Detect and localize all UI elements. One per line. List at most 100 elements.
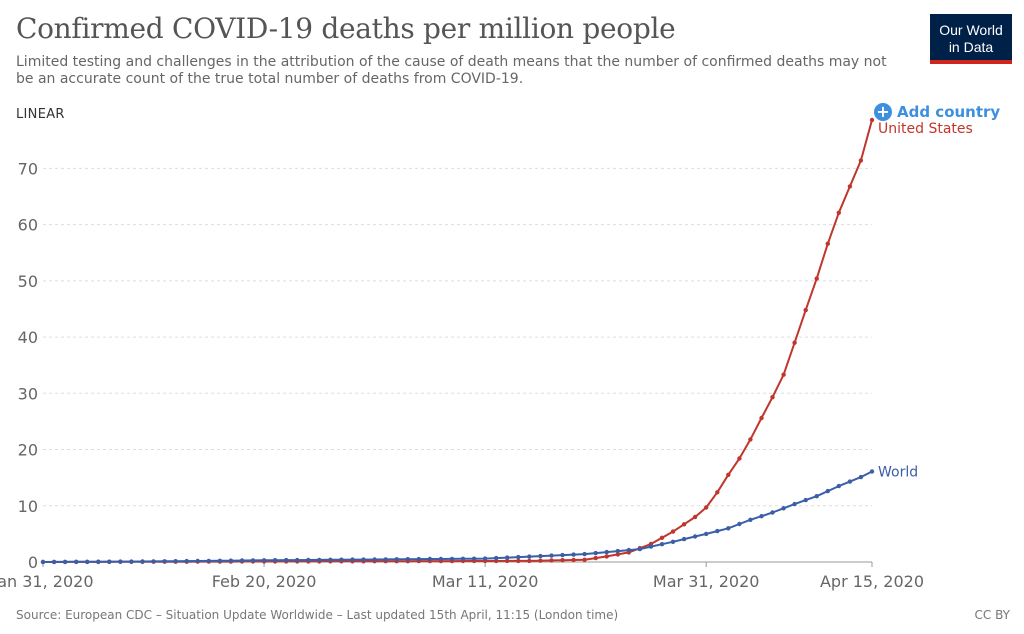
- x-tick-label: Mar 31, 2020: [653, 572, 760, 591]
- owid-logo[interactable]: Our World in Data: [930, 14, 1012, 64]
- data-point: [449, 556, 455, 562]
- data-point: [51, 559, 57, 565]
- data-point: [781, 506, 786, 511]
- data-point: [383, 557, 388, 562]
- footer-license[interactable]: CC BY: [974, 608, 1010, 622]
- data-point: [173, 559, 178, 564]
- data-point: [549, 553, 554, 558]
- x-tick-label: Jan 31, 2020: [0, 572, 94, 591]
- data-point: [284, 557, 289, 563]
- data-point: [681, 522, 687, 527]
- data-point: [847, 184, 853, 189]
- data-point: [516, 554, 521, 560]
- data-point: [118, 559, 123, 564]
- data-point: [759, 415, 764, 421]
- data-point: [781, 372, 786, 377]
- data-point: [637, 546, 643, 552]
- data-point: [648, 544, 654, 549]
- data-point: [836, 210, 841, 215]
- data-point: [571, 552, 576, 557]
- data-point: [482, 556, 488, 561]
- data-point: [96, 559, 101, 564]
- x-tick-label: Feb 20, 2020: [212, 572, 317, 591]
- data-point: [505, 558, 510, 564]
- data-point: [858, 474, 864, 480]
- data-point: [726, 526, 731, 531]
- data-point: [206, 558, 211, 564]
- data-point: [261, 558, 267, 563]
- data-point: [593, 555, 598, 561]
- data-point: [140, 559, 145, 564]
- data-point: [494, 555, 499, 561]
- line-chart: 0 10 20 30 40 50 60 70 Jan 31, 2020 Feb 20, 2020 M…: [0, 117, 973, 591]
- y-tick-label: 50: [18, 272, 38, 291]
- data-point: [681, 536, 687, 542]
- data-point: [228, 558, 234, 563]
- data-point: [759, 514, 764, 519]
- data-point: [560, 552, 565, 558]
- data-point: [659, 535, 665, 540]
- series-line: [43, 119, 873, 563]
- data-point: [306, 557, 311, 563]
- data-point: [162, 559, 167, 564]
- data-point: [869, 469, 875, 474]
- data-point: [427, 556, 433, 562]
- data-point: [670, 529, 676, 534]
- data-point: [836, 483, 841, 489]
- data-point: [85, 559, 90, 564]
- data-point: [239, 558, 245, 563]
- data-point: [803, 307, 808, 313]
- data-point: [527, 558, 532, 564]
- data-point: [704, 505, 709, 510]
- data-point: [372, 557, 377, 562]
- data-point: [604, 549, 609, 555]
- x-tick-label: Apr 15, 2020: [820, 572, 924, 591]
- data-point: [549, 558, 554, 563]
- data-point: [825, 241, 830, 246]
- data-point: [272, 558, 278, 563]
- y-tick-label: 0: [28, 553, 38, 572]
- data-point: [814, 276, 819, 281]
- data-point: [516, 558, 521, 564]
- data-point: [460, 556, 466, 561]
- scale-toggle[interactable]: LINEAR: [16, 107, 65, 122]
- data-point: [726, 472, 731, 477]
- add-country-button[interactable]: + Add country: [874, 102, 1000, 122]
- data-point: [825, 488, 830, 494]
- footer-source: Source: European CDC – Situation Update …: [16, 608, 619, 622]
- data-point: [715, 528, 720, 534]
- data-point: [505, 555, 510, 560]
- data-point: [770, 510, 775, 515]
- data-point: [339, 557, 344, 562]
- data-point: [107, 559, 112, 564]
- data-point: [582, 557, 587, 562]
- y-tick-label: 10: [18, 497, 38, 516]
- data-point: [858, 158, 864, 163]
- x-tick-label: Mar 11, 2020: [432, 572, 539, 591]
- data-point: [670, 539, 676, 544]
- data-point: [40, 559, 46, 565]
- logo-line-2: in Data: [948, 39, 994, 55]
- data-point: [869, 117, 875, 123]
- chart-title: Confirmed COVID-19 deaths per million pe…: [16, 12, 676, 45]
- data-point: [604, 554, 609, 559]
- plus-circle-icon: +: [874, 103, 892, 121]
- y-tick-label: 20: [18, 441, 38, 460]
- y-tick-label: 40: [18, 328, 38, 347]
- data-point: [737, 521, 742, 527]
- data-point: [405, 557, 410, 562]
- data-point: [217, 558, 223, 563]
- data-point: [295, 557, 300, 563]
- data-point: [615, 552, 620, 557]
- data-point: [692, 514, 698, 520]
- data-point: [560, 558, 565, 563]
- data-point: [615, 548, 620, 554]
- data-point: [250, 558, 256, 563]
- data-point: [538, 558, 543, 563]
- y-tick-label: 60: [18, 216, 38, 235]
- data-point: [394, 557, 399, 562]
- data-point: [803, 497, 808, 503]
- data-point: [527, 554, 532, 559]
- data-point: [129, 559, 134, 564]
- data-point: [692, 534, 698, 539]
